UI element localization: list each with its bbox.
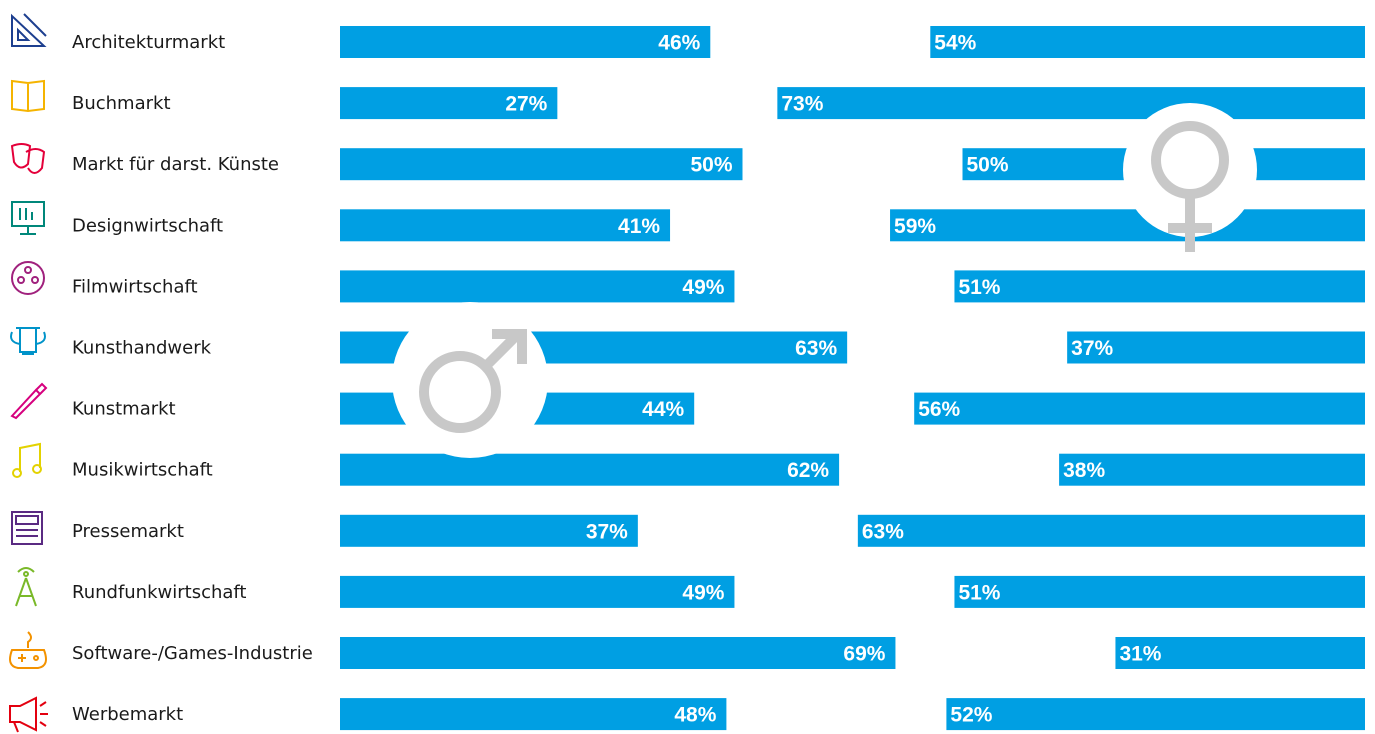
male-arrow [482,329,527,370]
value-label: 49% [682,276,724,299]
icon-book [11,79,45,113]
value-label: 62% [787,459,829,482]
icon-architecture [11,13,47,47]
category-label: Pressemarkt [72,521,184,542]
bar-male [340,514,638,547]
bar-male [340,26,711,58]
category-label: Werbemarkt [72,704,183,725]
icon-theater [10,143,46,174]
category-label: Software-/Games-Industrie [72,643,313,664]
bar-female [954,575,1365,608]
bar-female [954,270,1365,303]
bar-female [857,514,1365,547]
icon-press [11,511,43,545]
bar-female [930,26,1365,58]
icon-games [9,631,47,669]
male-ring [419,351,501,433]
value-label: 50% [967,154,1009,177]
bar-male [340,209,671,242]
value-label: 27% [505,93,547,116]
bar-female [1115,637,1365,669]
value-label: 37% [1071,337,1113,360]
value-label: 69% [843,643,885,666]
icon-music [12,442,42,478]
bar-male [340,575,735,608]
value-label: 48% [674,704,716,727]
value-label: 31% [1119,643,1161,666]
value-label: 51% [958,581,1000,604]
value-label: 56% [918,398,960,421]
female-badge [1123,103,1257,237]
bar-female [1059,453,1365,486]
value-label: 49% [682,581,724,604]
bar-male [340,148,743,181]
value-label: 37% [586,520,628,543]
category-label: Filmwirtschaft [72,276,198,297]
icon-film [11,261,45,295]
bar-female [914,392,1365,425]
male-badge [392,302,548,458]
value-label: 51% [958,276,1000,299]
category-label: Designwirtschaft [72,215,223,236]
category-label: Architekturmarkt [72,32,225,53]
value-label: 73% [781,93,823,116]
female-cross [1168,194,1212,252]
value-label: 52% [950,704,992,727]
value-label: 38% [1063,459,1105,482]
value-label: 54% [934,32,976,55]
icon-advertising [9,696,48,733]
icon-brush [10,382,48,420]
icon-design [11,201,45,235]
value-label: 41% [618,215,660,238]
value-label: 59% [894,215,936,238]
value-label: 44% [642,398,684,421]
bar-female [946,698,1365,731]
bar-male [340,87,558,120]
category-label: Kunstmarkt [72,399,176,420]
value-label: 63% [795,337,837,360]
bar-female [890,209,1365,242]
category-label: Kunsthandwerk [72,338,212,359]
icons [9,13,48,733]
value-label: 46% [658,32,700,55]
bar-male [340,637,896,669]
category-label: Buchmarkt [72,93,171,114]
value-label: 63% [862,520,904,543]
bar-female [777,87,1365,120]
icon-radio [15,567,37,607]
gender-symbols [392,103,1257,458]
bar-male [340,270,735,303]
bar-male [340,453,840,486]
category-label: Markt für darst. Künste [72,154,279,175]
icon-craft [10,327,46,355]
bar-male [340,698,727,731]
value-label: 50% [690,154,732,177]
category-label: Rundfunkwirtschaft [72,582,247,603]
category-label: Musikwirtschaft [72,460,213,481]
bar-female [1067,331,1365,364]
